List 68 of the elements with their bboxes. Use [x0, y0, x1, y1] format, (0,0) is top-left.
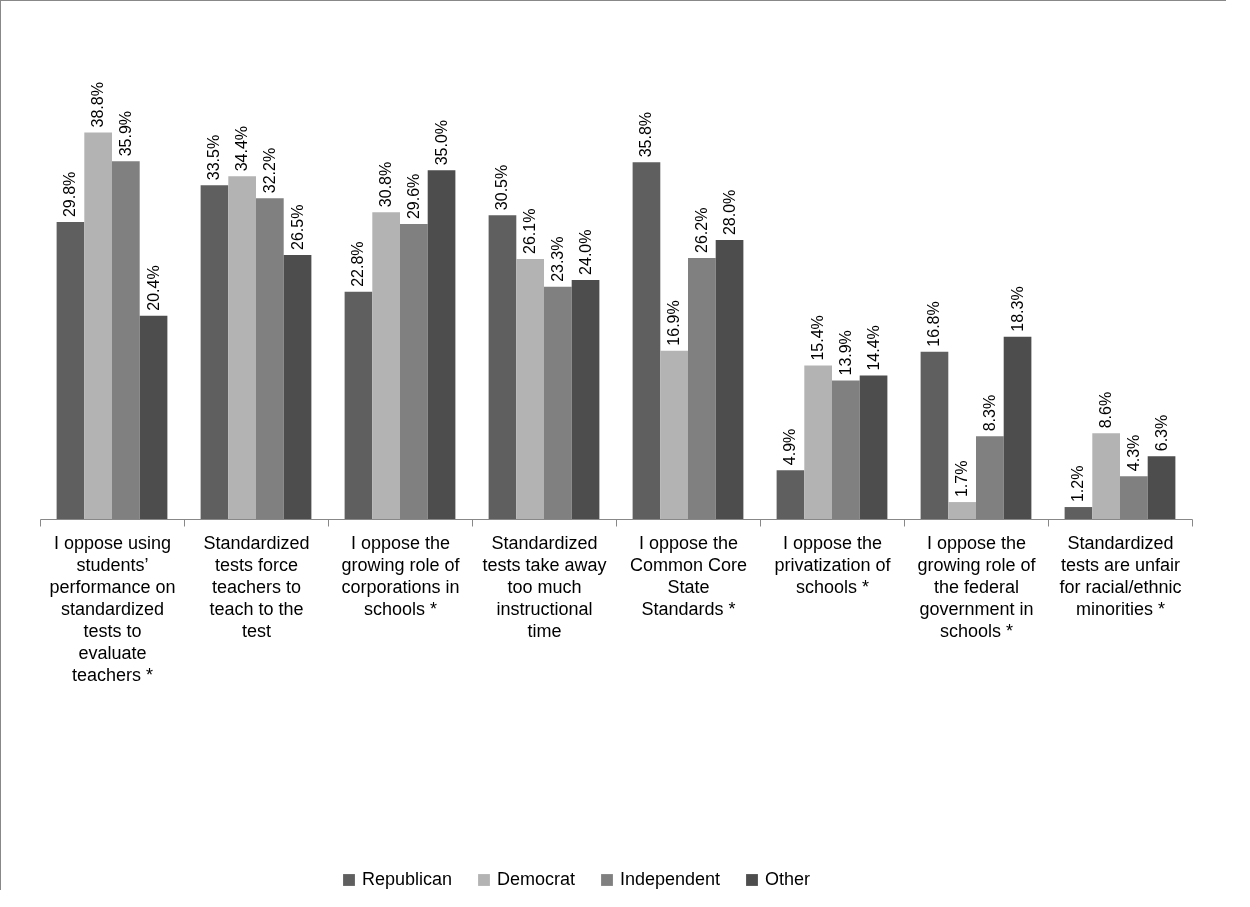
bar: [632, 162, 661, 519]
data-label: 16.8%: [925, 301, 943, 347]
data-label: 33.5%: [205, 134, 223, 181]
data-label: 32.2%: [260, 147, 278, 194]
bar: [488, 215, 517, 519]
x-tick-label: I oppose the growing role of corporations in schools *: [341, 532, 461, 619]
data-label: 20.4%: [144, 265, 162, 311]
bar: [1092, 433, 1120, 519]
data-label: 18.3%: [1008, 286, 1026, 332]
bar: [372, 212, 400, 519]
legend-label: Other: [765, 869, 811, 889]
data-label: 24.0%: [576, 229, 594, 275]
legend-label: Independent: [620, 869, 721, 889]
legend-label: Democrat: [497, 869, 576, 889]
data-label: 35.8%: [637, 111, 655, 158]
bar: [283, 254, 312, 519]
x-tick-label: I oppose the privatization of schools *: [774, 532, 892, 597]
data-label: 35.0%: [432, 119, 450, 166]
data-label: 26.1%: [521, 208, 539, 254]
data-label: 23.3%: [548, 236, 566, 282]
bar: [859, 375, 888, 519]
bar: [56, 222, 85, 519]
bar: [84, 132, 112, 519]
data-label: 1.7%: [953, 460, 971, 498]
data-label: 26.2%: [692, 207, 710, 253]
bar: [228, 176, 256, 519]
x-tick-label: I oppose the growing role of the federal government in schools *: [917, 532, 1037, 641]
data-label: 34.4%: [233, 125, 251, 172]
data-label: 4.9%: [781, 428, 799, 466]
bar: [571, 279, 600, 519]
x-tick-label: Standardized tests force teachers to teach to the test: [203, 532, 310, 641]
bar: [139, 315, 168, 519]
x-tick-label: Standardized tests take away too much instructional time: [482, 532, 607, 641]
bar: [427, 170, 456, 519]
bar: [804, 365, 832, 519]
x-tick-label: I oppose the Common Core State Standards *: [629, 532, 748, 619]
data-label: 1.2%: [1069, 465, 1087, 503]
bar: [715, 240, 744, 519]
data-label: 29.8%: [61, 171, 79, 218]
bar: [516, 258, 544, 519]
bar: [948, 502, 976, 519]
data-label: 29.6%: [404, 173, 422, 220]
data-label: 30.5%: [493, 164, 511, 211]
bar: [344, 291, 373, 519]
data-label: 16.9%: [665, 300, 683, 346]
bar: [200, 185, 229, 519]
data-label: 38.8%: [89, 82, 107, 128]
data-label: 8.6%: [1097, 391, 1115, 429]
legend-label: Republican: [362, 869, 453, 889]
bar: [920, 351, 949, 519]
data-label: 28.0%: [720, 189, 738, 236]
data-label: 6.3%: [1152, 414, 1170, 452]
data-label: 8.3%: [980, 394, 998, 432]
bar: [776, 470, 805, 519]
data-label: 4.3%: [1124, 434, 1142, 472]
data-label: 30.8%: [377, 161, 395, 208]
x-tick-label: I oppose using students’ performance on standardized tests to evaluate teachers *: [49, 532, 176, 685]
data-label: 22.8%: [349, 241, 367, 287]
bar: [1147, 456, 1176, 519]
data-label: 13.9%: [836, 330, 854, 376]
data-label: 14.4%: [864, 325, 882, 371]
bar: [1003, 336, 1032, 519]
data-label: 15.4%: [809, 315, 827, 361]
bar: [1064, 507, 1093, 519]
x-tick-label: Standardized tests are unfair for racial/ethnic minorities *: [1059, 532, 1182, 619]
bar: [660, 350, 688, 519]
data-label: 26.5%: [288, 204, 306, 250]
data-label: 35.9%: [116, 110, 134, 157]
